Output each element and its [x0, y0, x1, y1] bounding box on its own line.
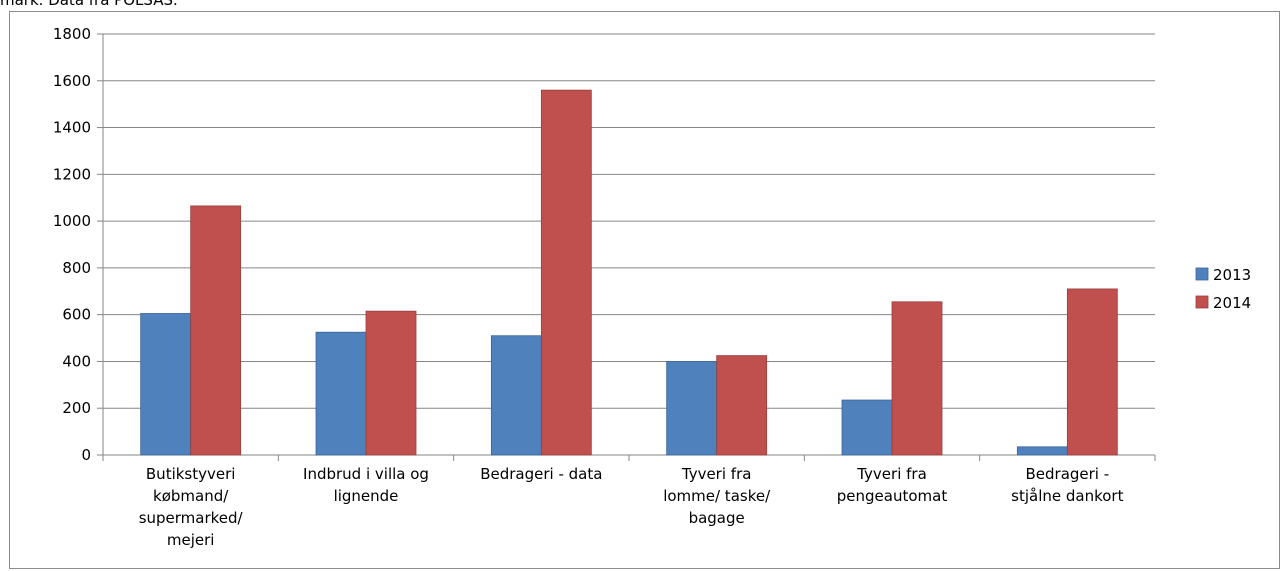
x-category-label: Tyveri fra pengeautomat	[837, 465, 948, 505]
bar-2014-5	[891, 301, 943, 456]
legend-swatch-2013	[1195, 267, 1209, 281]
bar-2013-1	[140, 313, 192, 456]
x-category-label: Bedrageri -stjålne dankort	[1011, 465, 1123, 505]
bar-2013-4	[666, 361, 718, 456]
y-tick-label: 1000	[53, 212, 91, 230]
bar-2014-3	[540, 89, 592, 456]
legend-swatch-2014	[1195, 295, 1209, 309]
y-tick-label: 800	[62, 259, 91, 277]
x-category-label: Butikstyveri købmand/supermarked/mejeri	[139, 465, 244, 549]
y-tick-label: 1200	[53, 165, 91, 183]
y-tick-label: 0	[81, 446, 91, 464]
y-tick-label: 1600	[53, 72, 91, 90]
y-tick-label: 200	[62, 399, 91, 417]
bar-2014-2	[365, 310, 417, 456]
y-tick-label: 1800	[53, 25, 91, 43]
legend-label-2013: 2013	[1213, 266, 1251, 284]
bar-2013-5	[841, 399, 893, 456]
y-tick-label: 600	[62, 306, 91, 324]
x-category-label: Tyveri fra lomme/ taske/bagage	[663, 465, 771, 527]
bar-2014-1	[190, 205, 242, 456]
bar-2013-6	[1016, 446, 1068, 456]
bar-2013-3	[490, 335, 542, 456]
y-tick-label: 400	[62, 352, 91, 370]
bar-2014-4	[716, 355, 768, 456]
bar-2013-2	[315, 331, 367, 456]
bar-2014-6	[1066, 288, 1118, 456]
plot-area	[103, 34, 1155, 455]
y-tick-label: 1400	[53, 119, 91, 137]
legend-label-2014: 2014	[1213, 294, 1251, 312]
chart-caption: mark. Data fra POLSAS.	[0, 0, 178, 9]
x-category-label: Bedrageri - data	[480, 465, 602, 483]
x-category-label: Indbrud i villa og lignende	[303, 465, 429, 505]
